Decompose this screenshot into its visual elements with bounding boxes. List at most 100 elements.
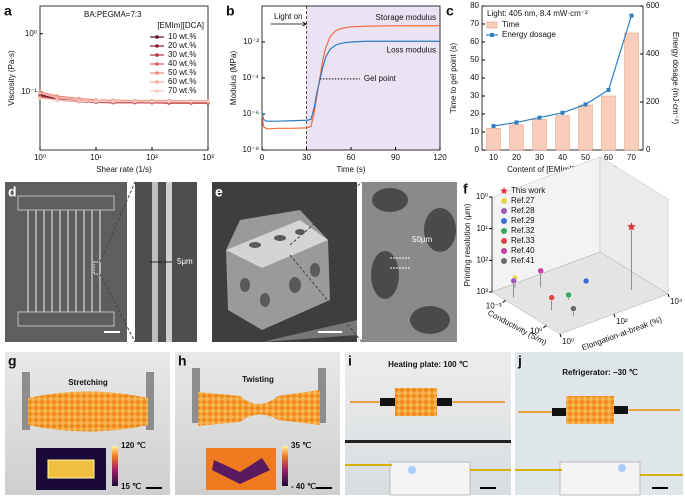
legend-marker [501,218,507,224]
zoom-lines [289,181,363,343]
legend-label: This work [511,186,546,195]
legend-marker [155,53,159,57]
point [582,277,590,285]
clamp [22,372,30,430]
point [514,120,519,125]
clamp [146,372,154,430]
point [94,100,98,104]
connector [552,408,568,416]
panel-g: g Stretching 120 ℃ 15 ℃ [5,352,170,495]
lattice-sample [198,390,320,426]
legend-label: Ref.41 [511,256,535,265]
temp-max: 120 ℃ [121,441,146,450]
sem-image [5,182,127,342]
point [565,291,572,299]
y-tick-label: 10⁻⁸ [243,145,260,154]
lattice-sample [566,396,614,424]
y-tick-label: 10⁻² [243,37,259,46]
connector [612,406,628,414]
point [583,102,588,107]
panel-letter: g [8,353,17,369]
zoom-box [93,261,101,275]
point [548,294,555,301]
point [510,277,517,285]
legend-label: Ref.28 [511,206,535,215]
x-tick-label: 70 [627,153,636,162]
z-tick-label: 10³ [476,287,488,296]
lattice-sample [28,391,148,432]
comb-lines [27,210,101,312]
bar [601,95,616,151]
legend-marker [501,248,507,254]
annotation: Gel point [364,74,397,83]
chart-title: Light: 405 nm, 8.4 mW·cm⁻² [487,9,588,18]
scale-label: 5μm [177,257,193,266]
x-tick-label: 10⁰ [530,327,542,336]
series-line [261,40,440,122]
bar [486,128,501,151]
y-tick-label: 70 [470,19,479,28]
y-tick-label: 10² [616,317,628,326]
lattice-sample [395,388,437,416]
legend-label: Ref.32 [511,226,535,235]
legend-marker [501,238,507,244]
y-tick [667,293,670,298]
gap-marker [390,257,410,269]
y-tick-label: 0 [475,145,480,154]
legend-marker [155,71,159,75]
point [111,100,115,104]
y-tick-label: 10⁴ [670,297,683,306]
temp-max: 35 ℃ [291,441,311,450]
legend-label: Ref.40 [511,246,535,255]
bar [532,119,547,151]
x-tick-label: 10 [489,153,498,162]
plate-edge [345,440,511,443]
point [206,100,210,104]
x-tick-label: 60 [604,153,613,162]
x-tick-label: 120 [433,153,447,162]
legend-label: Ref.29 [511,216,535,225]
y2-axis-title: Energy dosage (mJ·cm⁻²) [671,32,680,125]
point [167,100,171,104]
x-tick-label: 10² [146,153,158,162]
legend-label: Time [502,20,520,29]
legend-marker [501,198,507,204]
gyroid-holes [240,229,320,307]
point [133,100,137,104]
x-axis-title: Content of [EMIm][DCA] (wt.%) [507,165,618,174]
legend-label: 20 wt.% [168,41,196,50]
panel-letter: d [8,184,17,200]
x-tick-label: 10⁰ [34,153,46,162]
legend-label: Energy dosage [502,30,556,39]
x-tick-label: 10⁻³ [486,302,502,311]
legend-marker [155,89,159,93]
x-tick-label: 30 [302,153,311,162]
legend-marker [501,258,507,264]
x-tick-label: 10³ [202,153,214,162]
z-tick-label: 10¹ [476,224,488,233]
clamp [192,368,200,423]
y-axis-title: Viscosity (Pa·s) [7,50,16,106]
y-tick [613,313,616,318]
x-axis-title: Shear rate (1/s) [96,165,152,174]
connector [380,398,396,406]
y-tick-label: 30 [470,91,479,100]
annotation: Light on [274,12,302,21]
legend-marker [490,33,494,37]
thermal-sample [212,458,270,484]
point [38,96,42,100]
y-tick-label: 60 [470,37,479,46]
led [408,466,416,474]
point [629,13,634,18]
panel-letter: i [348,353,352,369]
legend-marker [155,80,159,84]
x-tick [502,299,506,303]
panel-d: d 5μm [5,181,197,343]
scale-label: 50μm [412,235,433,244]
y2-tick-label: 400 [646,49,660,58]
zoom-holes [371,188,456,334]
bar [509,124,524,151]
y-tick-label: 50 [470,55,479,64]
